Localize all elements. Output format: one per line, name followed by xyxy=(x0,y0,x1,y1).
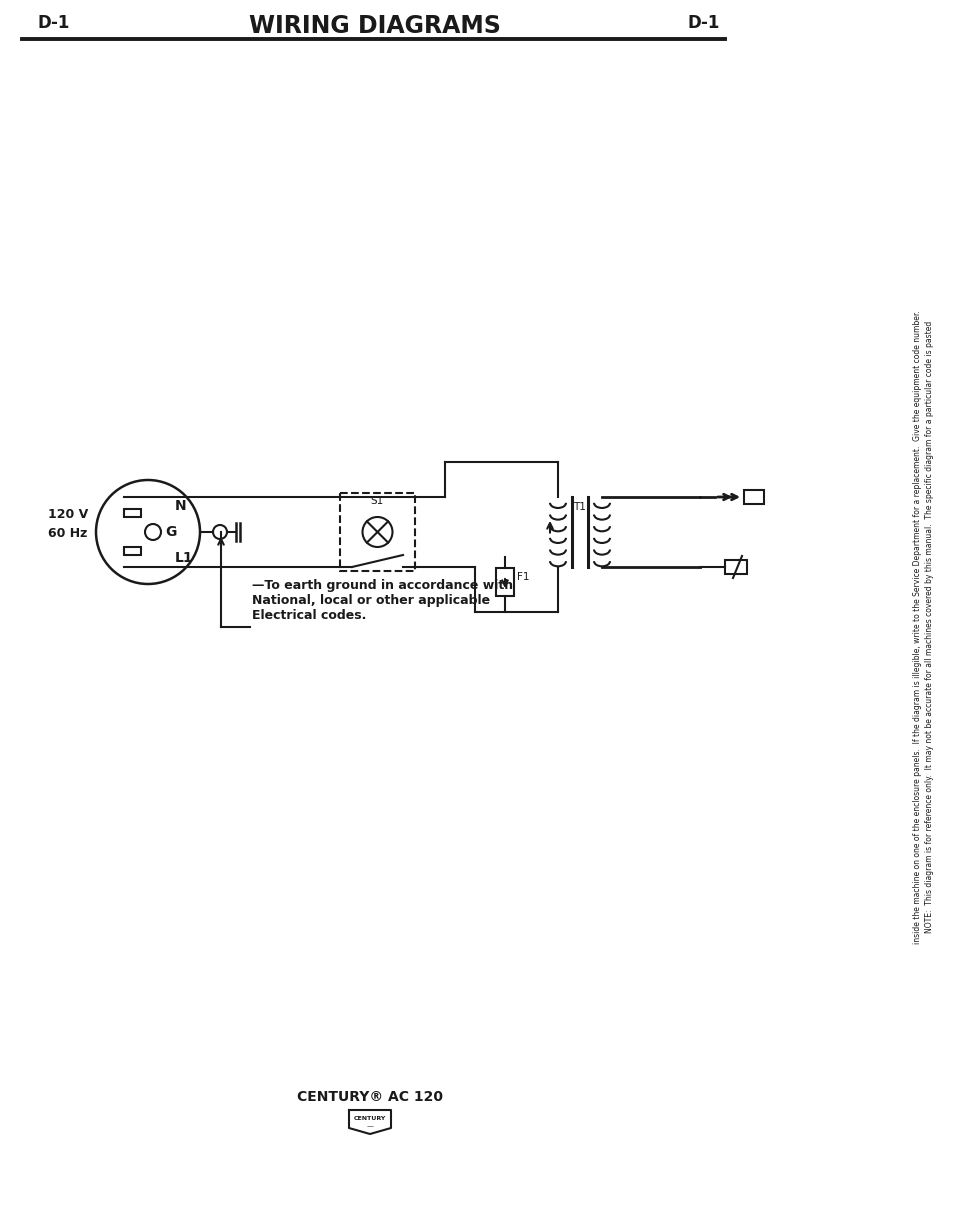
Text: —To earth ground in accordance with
National, local or other applicable
Electric: —To earth ground in accordance with Nati… xyxy=(252,579,513,622)
Bar xyxy=(124,547,141,555)
Text: D-1: D-1 xyxy=(38,13,71,32)
Polygon shape xyxy=(349,1110,391,1134)
Text: CENTURY: CENTURY xyxy=(354,1115,386,1120)
Text: G: G xyxy=(165,525,176,539)
Text: —: — xyxy=(366,1123,374,1129)
Bar xyxy=(339,493,415,571)
Text: NOTE:  This diagram is for reference only.  It may not be accurate for all machi: NOTE: This diagram is for reference only… xyxy=(924,321,934,933)
Text: N: N xyxy=(174,499,187,513)
Text: L1: L1 xyxy=(174,551,193,564)
Text: 120 V
60 Hz: 120 V 60 Hz xyxy=(48,508,89,540)
Text: F1: F1 xyxy=(517,572,529,582)
Bar xyxy=(743,490,763,504)
Text: D-1: D-1 xyxy=(687,13,720,32)
Text: WIRING DIAGRAMS: WIRING DIAGRAMS xyxy=(249,13,500,38)
Bar xyxy=(724,560,746,574)
Text: CENTURY® AC 120: CENTURY® AC 120 xyxy=(296,1090,442,1104)
Text: T1: T1 xyxy=(573,502,586,512)
Bar xyxy=(496,568,514,596)
Bar xyxy=(124,509,141,517)
Text: inside the machine on one of the enclosure panels.  If the diagram is illegible,: inside the machine on one of the enclosu… xyxy=(913,310,922,944)
Text: S1: S1 xyxy=(371,496,384,506)
